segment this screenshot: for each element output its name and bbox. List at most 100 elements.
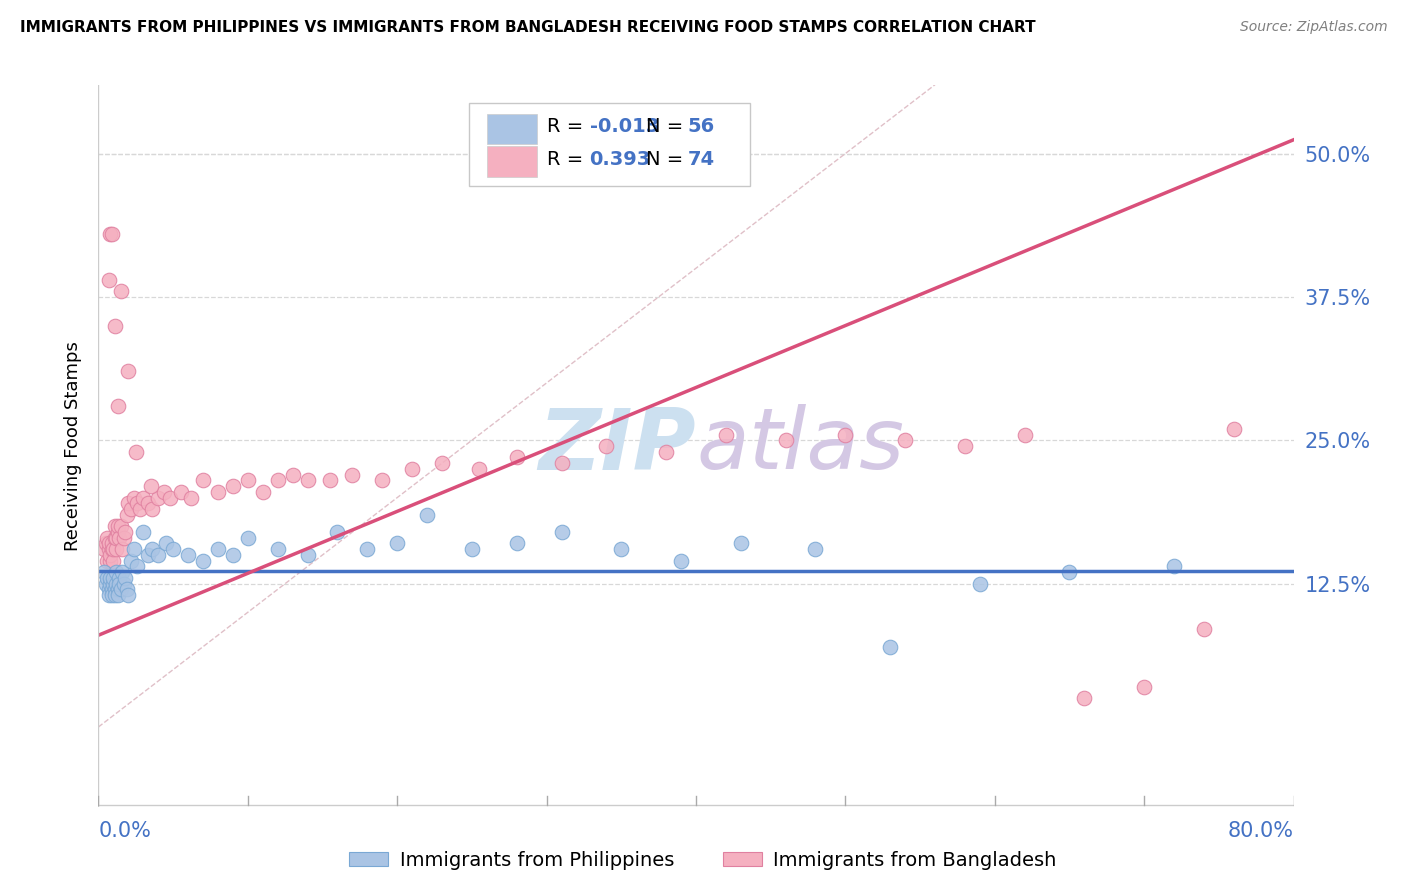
Point <box>132 524 155 539</box>
Point <box>127 559 149 574</box>
Text: 74: 74 <box>688 150 714 169</box>
Point <box>236 531 259 545</box>
Point <box>101 227 124 241</box>
Point <box>162 542 184 557</box>
Point <box>385 536 409 550</box>
Point <box>108 531 131 545</box>
Point <box>804 542 827 557</box>
Point <box>550 524 572 539</box>
Point <box>120 554 142 568</box>
Point <box>101 536 124 550</box>
Point <box>1073 691 1095 706</box>
Point <box>96 554 118 568</box>
Point <box>416 508 439 522</box>
Point <box>101 582 124 597</box>
Point <box>319 474 342 488</box>
Point <box>180 491 202 505</box>
Point <box>93 542 115 557</box>
Point <box>115 508 138 522</box>
Point <box>136 496 159 510</box>
FancyBboxPatch shape <box>486 146 537 177</box>
Point <box>326 524 349 539</box>
Point <box>610 542 633 557</box>
Point <box>98 554 122 568</box>
Point <box>297 474 319 488</box>
Point <box>879 640 901 654</box>
Point <box>177 548 200 562</box>
Text: 80.0%: 80.0% <box>1227 821 1294 841</box>
Point <box>401 462 423 476</box>
Point <box>1192 623 1215 637</box>
Point <box>506 536 529 550</box>
Point <box>550 456 572 470</box>
Point <box>104 318 127 333</box>
Point <box>107 524 129 539</box>
Point <box>107 588 129 602</box>
Point <box>117 588 139 602</box>
Point <box>125 444 148 458</box>
Text: 0.393: 0.393 <box>589 150 651 169</box>
Point <box>117 496 139 510</box>
Point <box>111 565 134 579</box>
Text: 56: 56 <box>688 117 714 136</box>
Point <box>207 484 229 499</box>
Point <box>110 519 132 533</box>
Point <box>155 536 177 550</box>
Text: atlas: atlas <box>696 404 904 488</box>
Point <box>141 542 163 557</box>
Point <box>267 542 290 557</box>
Point <box>127 496 149 510</box>
Point <box>111 542 134 557</box>
Point <box>96 531 118 545</box>
Point <box>112 576 135 591</box>
Point <box>103 576 125 591</box>
Point <box>110 582 132 597</box>
Text: R =: R = <box>547 150 589 169</box>
Point <box>114 571 136 585</box>
Point <box>98 576 122 591</box>
Point <box>141 502 163 516</box>
Point <box>969 576 991 591</box>
Point <box>356 542 378 557</box>
Point <box>104 588 127 602</box>
Point <box>834 427 856 442</box>
Text: Source: ZipAtlas.com: Source: ZipAtlas.com <box>1240 20 1388 34</box>
Point <box>94 576 117 591</box>
Point <box>98 548 122 562</box>
Point <box>1014 427 1036 442</box>
Point <box>105 565 128 579</box>
Point <box>97 536 120 550</box>
Text: IMMIGRANTS FROM PHILIPPINES VS IMMIGRANTS FROM BANGLADESH RECEIVING FOOD STAMPS : IMMIGRANTS FROM PHILIPPINES VS IMMIGRANT… <box>20 20 1035 35</box>
Point <box>342 467 364 482</box>
Text: 0.0%: 0.0% <box>98 821 152 841</box>
Point <box>775 434 797 448</box>
Point <box>101 542 124 557</box>
Point <box>98 571 122 585</box>
Point <box>129 502 152 516</box>
Point <box>730 536 752 550</box>
Point <box>371 474 394 488</box>
Point <box>461 542 484 557</box>
Point <box>94 536 117 550</box>
Point <box>108 571 131 585</box>
Point <box>120 502 142 516</box>
Point <box>595 439 617 453</box>
Y-axis label: Receiving Food Stamps: Receiving Food Stamps <box>63 341 82 551</box>
Point <box>1223 422 1246 436</box>
Point <box>101 588 124 602</box>
Point <box>97 588 120 602</box>
Point <box>115 582 138 597</box>
Point <box>139 479 162 493</box>
FancyBboxPatch shape <box>486 113 537 144</box>
Point <box>124 542 146 557</box>
Point <box>98 227 122 241</box>
Point <box>97 582 120 597</box>
Point <box>153 484 176 499</box>
Legend: Immigrants from Philippines, Immigrants from Bangladesh: Immigrants from Philippines, Immigrants … <box>342 843 1064 878</box>
Point <box>107 519 129 533</box>
Point <box>1133 680 1156 694</box>
Point <box>1059 565 1081 579</box>
Point <box>105 531 128 545</box>
Point <box>148 491 170 505</box>
Point <box>894 434 917 448</box>
